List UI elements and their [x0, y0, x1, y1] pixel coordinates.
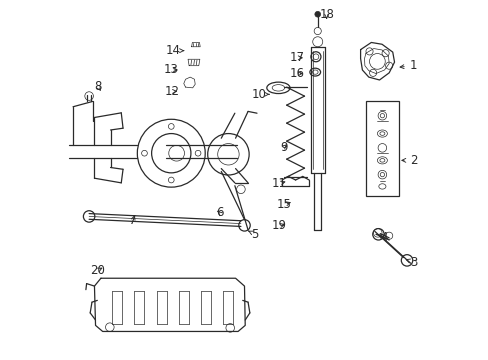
- Text: 9: 9: [280, 141, 287, 154]
- Text: 16: 16: [289, 67, 304, 80]
- Text: 18: 18: [319, 9, 333, 22]
- Text: 17: 17: [289, 51, 304, 64]
- Text: 8: 8: [94, 80, 102, 93]
- Text: 6: 6: [215, 206, 223, 219]
- Text: 11: 11: [271, 177, 286, 190]
- Text: 20: 20: [90, 264, 105, 276]
- Text: 3: 3: [406, 256, 416, 269]
- Text: 14: 14: [165, 44, 183, 57]
- Text: 5: 5: [248, 228, 258, 241]
- Text: 10: 10: [251, 88, 268, 101]
- Text: 12: 12: [164, 85, 180, 98]
- Text: 13: 13: [163, 63, 178, 76]
- Text: 15: 15: [277, 198, 291, 211]
- Text: 2: 2: [401, 154, 416, 167]
- Bar: [365, 102, 398, 196]
- Text: 19: 19: [271, 219, 286, 232]
- Circle shape: [314, 12, 320, 17]
- Text: 1: 1: [399, 59, 416, 72]
- Text: 7: 7: [129, 213, 137, 226]
- Text: 4: 4: [377, 231, 387, 244]
